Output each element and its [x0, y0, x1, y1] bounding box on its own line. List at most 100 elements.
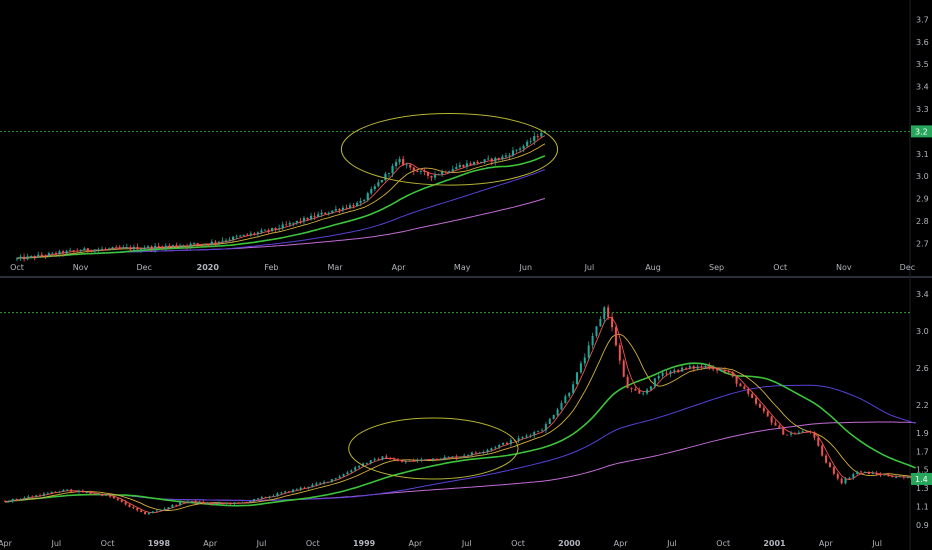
y-tick-label: 3.3 [916, 105, 929, 114]
candle-body [171, 245, 174, 247]
candle-body [278, 228, 281, 230]
candle-body [409, 164, 412, 168]
candle-body [832, 467, 835, 474]
ma-long-line [4, 384, 916, 503]
candle-body [739, 383, 742, 387]
x-tick-label: Mar [327, 263, 343, 272]
y-tick-label: 2.8 [916, 217, 929, 226]
y-tick-label: 3.7 [916, 15, 929, 24]
candle-body [233, 502, 236, 504]
candle-body [196, 243, 199, 245]
candle-body [100, 248, 104, 250]
candle-body [879, 474, 882, 476]
candle-body [720, 370, 723, 372]
x-tick-label: Jul [584, 263, 595, 272]
candle-body [280, 492, 283, 494]
candle-body [455, 456, 458, 458]
candle-body [120, 499, 123, 502]
candle-body [825, 455, 828, 463]
candle-body [147, 513, 150, 515]
candle-body [646, 389, 649, 394]
candle-body [118, 247, 121, 249]
candle-body [665, 372, 668, 374]
candle-body [642, 393, 645, 395]
candle-body [419, 171, 422, 172]
ma-fast-line [4, 317, 916, 514]
candle-body [448, 171, 451, 173]
candle-body [225, 503, 228, 504]
x-tick-label: Jul [461, 539, 472, 548]
highlight-ellipse [340, 112, 559, 186]
candle-body [359, 200, 362, 203]
candle-body [58, 491, 61, 493]
y-tick-label: 3.4 [916, 290, 929, 299]
candle-body [276, 493, 279, 496]
candle-body [591, 335, 594, 346]
candle-body [164, 245, 167, 249]
candle-body [400, 461, 403, 463]
candle-body [424, 459, 427, 461]
candle-body [54, 491, 57, 493]
candle-body [797, 432, 800, 434]
x-tick-label: 1999 [353, 539, 376, 548]
candle-body [144, 511, 147, 515]
candle-body [129, 247, 132, 250]
candle-body [136, 246, 139, 250]
x-tick-label: Nov [73, 263, 89, 272]
candle-body [494, 447, 497, 449]
candle-body [246, 234, 249, 236]
candle-body [217, 241, 221, 243]
candle-body [603, 307, 606, 319]
candle-body [274, 227, 277, 230]
candle-body [19, 498, 22, 500]
candle-body [109, 494, 112, 497]
candle-body [384, 173, 387, 181]
candle-body [295, 220, 298, 223]
candle-body [579, 363, 582, 373]
ma-mid-line [16, 143, 546, 259]
candle-body [587, 345, 590, 358]
candle-body [377, 182, 380, 187]
candle-body [22, 256, 26, 260]
candle-body [69, 250, 72, 252]
candle-body [224, 240, 228, 242]
candle-body [245, 502, 248, 504]
candle-body [700, 366, 703, 368]
candle-body [727, 371, 730, 373]
candle-body [439, 459, 442, 460]
x-tick-label: Oct [101, 539, 115, 548]
candle-body [483, 159, 486, 162]
candle-body [490, 158, 493, 162]
candle-body [743, 386, 746, 390]
panel-top[interactable]: 2.7 2.8 2.9 3.0 3.1 3.2 3.3 3.4 3.5 3.6 3.7 Oct Nov D… [0, 15, 932, 272]
x-tick-label: 2000 [558, 539, 581, 548]
candle-body [817, 437, 820, 446]
candle-body [435, 458, 438, 460]
candle-body [186, 501, 189, 503]
candle-body [762, 407, 765, 412]
ma-mid-line [4, 333, 916, 511]
panel-bottom[interactable]: 0.9 1.1 1.3 1.5 1.7 1.9 2.2 2.6 3.0 3.4 Apr Jul Oct 1… [0, 290, 932, 548]
candle-body [33, 255, 36, 258]
candle-body [380, 180, 384, 183]
x-tick-label: Feb [264, 263, 278, 272]
candle-body [786, 434, 789, 436]
candle-body [708, 366, 711, 369]
candle-body [428, 459, 431, 461]
candle-body [15, 498, 18, 500]
x-tick-label: 2020 [197, 263, 220, 272]
candle-body [288, 223, 291, 225]
candle-body [470, 452, 473, 456]
candle-body [474, 452, 477, 454]
candle-body [338, 476, 341, 479]
candle-body [116, 498, 119, 500]
candle-body [451, 456, 454, 458]
candle-body [101, 494, 104, 496]
candle-body [161, 246, 164, 249]
last-price-tag [911, 472, 932, 485]
candle-body [494, 157, 497, 162]
y-tick-label: 1.5 [916, 466, 929, 475]
candle-body [875, 472, 878, 475]
candle-body [813, 432, 816, 438]
